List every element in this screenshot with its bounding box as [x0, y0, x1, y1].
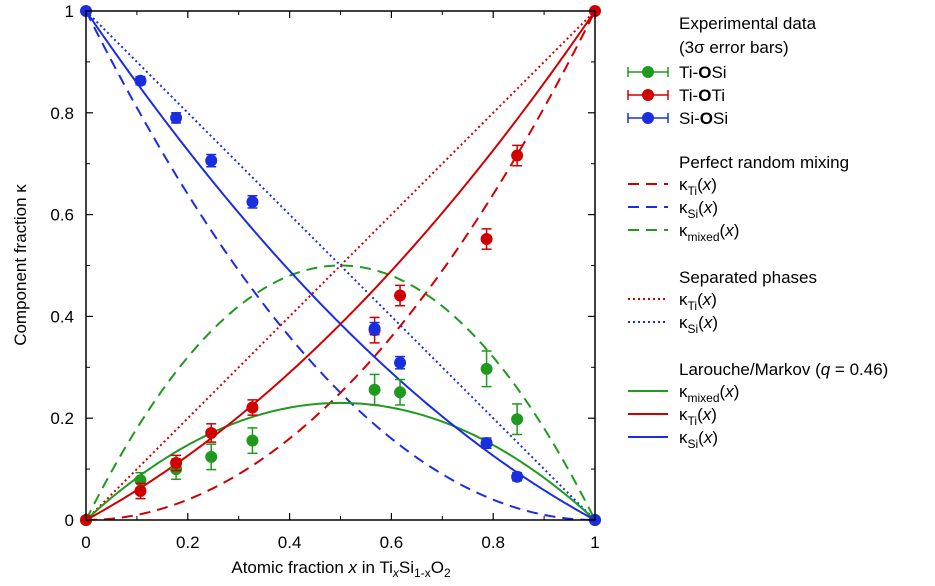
plot-frame [85, 10, 596, 521]
x-tick-label: 0.8 [481, 533, 505, 552]
point-si-o-si [246, 195, 259, 208]
y-tick-label: 0.2 [50, 409, 74, 428]
point-ti-o-si [480, 362, 493, 375]
x-tick-label: 0.2 [176, 533, 200, 552]
y-tick-label: 0 [65, 511, 74, 530]
point-si-o-si [134, 74, 147, 87]
point-ti-o-ti [480, 233, 493, 246]
point-ti-o-ti [511, 149, 524, 162]
legend-label-si-o-si: Si-OSi [679, 109, 728, 128]
legend-label-sep-ti: κTi(x) [679, 290, 717, 313]
legend-label-prm-si: κSi(x) [679, 198, 718, 221]
legend-label-ti-o-si: Ti-OSi [679, 63, 727, 82]
point-ti-o-ti [394, 289, 407, 302]
y-tick-label: 0.8 [50, 104, 74, 123]
point-si-o-si [170, 111, 183, 124]
point-ti-o-ti [170, 456, 183, 469]
curve-lm-mixed [86, 401, 595, 520]
legend-label-ti-o-ti: Ti-OTi [679, 86, 725, 105]
legend-marker-ti-o-ti [642, 89, 654, 101]
legend-group-header: Separated phases [679, 268, 817, 287]
legend-label-lm-si: κSi(x) [679, 428, 718, 451]
y-tick-label: 1 [65, 2, 74, 21]
x-tick-label: 1 [590, 533, 599, 552]
curve-lm-si [86, 11, 595, 520]
x-tick-label: 0 [81, 533, 90, 552]
x-tick-label: 0.6 [380, 533, 404, 552]
legend-label-lm-mixed: κmixed(x) [679, 382, 739, 405]
y-tick-label: 0.4 [50, 307, 74, 326]
point-ti-o-ti [134, 484, 147, 497]
curve-prm-si [86, 11, 595, 520]
legend-group-header: Perfect random mixing [679, 153, 849, 172]
x-tick-label: 0.4 [278, 533, 302, 552]
legend-label-prm-ti: κTi(x) [679, 175, 717, 198]
legend-label-prm-mixed: κmixed(x) [679, 221, 739, 244]
legend-marker-ti-o-si [642, 66, 654, 78]
point-ti-o-ti [205, 426, 218, 439]
point-ti-o-si [394, 386, 407, 399]
curve-prm-mixed [86, 264, 595, 520]
legend-group-header: Larouche/Markov (q = 0.46) [679, 360, 888, 379]
point-ti-o-si [511, 413, 524, 426]
point-ti-o-si [205, 450, 218, 463]
y-axis-label: Component fraction κ [11, 184, 30, 346]
point-ti-o-si [246, 434, 259, 447]
point-ti-o-si [368, 383, 381, 396]
legend: Experimental data (3σ error bars) Ti-OSi Ti… [627, 14, 888, 451]
point-si-o-si [511, 470, 524, 483]
legend-label-lm-ti: κTi(x) [679, 405, 717, 428]
y-tick-label: 0.6 [50, 206, 74, 225]
point-ti-o-ti [246, 401, 259, 414]
point-si-o-si [368, 322, 381, 335]
legend-marker-si-o-si [642, 112, 654, 124]
point-si-o-si [480, 437, 493, 450]
point-si-o-si [205, 154, 218, 167]
axis-ticks: 00 0.2 0.2 0.4 0.4 0.6 0.6 0.8 0.8 1 1 [50, 2, 599, 552]
model-curves [86, 11, 595, 520]
legend-experimental-subheader: (3σ error bars) [679, 38, 789, 57]
legend-label-sep-si: κSi(x) [679, 313, 718, 336]
x-axis-label: Atomic fraction x in TixSi1-xO2 [231, 558, 451, 580]
data-points [80, 5, 601, 526]
point-si-o-si [394, 356, 407, 369]
legend-experimental-header: Experimental data [679, 14, 817, 33]
